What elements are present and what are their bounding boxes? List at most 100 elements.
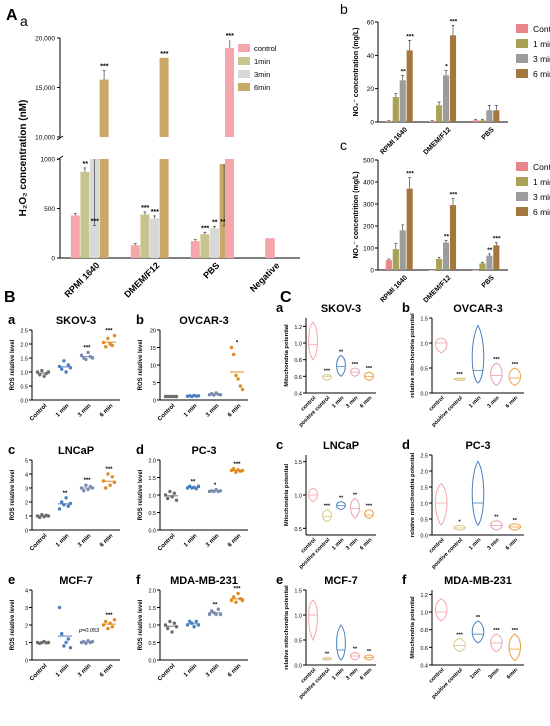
C_c-sig-1: *** [324, 504, 331, 510]
A_a-sig-0-2: *** [91, 219, 99, 226]
B_b-chart: b OVCAR-3 0 5 10 15 20 ROS relative level Contro… [136, 312, 248, 422]
A_c-legend-swatch-1 [516, 177, 528, 186]
B_b-ytick-label-2: 10 [150, 364, 156, 370]
B_c-xtick-label-3: 6 min [99, 533, 115, 549]
B_d-ytick-label-1: 0.5 [148, 511, 156, 517]
A_a-bar-ctrl-low [225, 159, 234, 258]
A_b-ytick-label-1: 20 [367, 86, 375, 93]
B_e-point-1-2 [62, 644, 66, 648]
B_e-sig-3: *** [105, 613, 113, 619]
B_f-sig-3: *** [233, 587, 241, 593]
A_b-ytick-label-2: 40 [367, 53, 375, 60]
B_a-xtick-label-0: Control [29, 403, 49, 423]
C_f-sig-2: ** [476, 615, 481, 621]
A_a-legend-swatch-2 [238, 70, 250, 78]
A_b-bar-0-0 [385, 121, 392, 122]
C_b-xtick-label-2: 1 min [468, 395, 483, 410]
A_c-sig-1-3: *** [450, 192, 458, 199]
B_b-xtick-label-1: 1 min [183, 403, 199, 419]
A_b-legend-swatch-0 [516, 24, 528, 33]
C_f-ytick-label-2: 0.8 [420, 628, 428, 634]
C_b-panel-letter: b [402, 300, 410, 315]
B_a-title: SKOV-3 [56, 315, 96, 327]
B_e-xtick-label-0: Control [29, 663, 49, 683]
A_a-sig-1-2: *** [151, 209, 159, 216]
A_a-bar-0-0 [70, 215, 80, 258]
A_a-sig-2-2: ** [212, 219, 218, 226]
A_a-legend-swatch-1 [238, 57, 250, 65]
A_c-bar-0-1 [392, 249, 399, 270]
C_c-title: LNCaP [323, 440, 359, 452]
C_a-xtick-label-2: 1 min [331, 395, 346, 410]
A_a-xtick-label-3: Negative [248, 260, 282, 294]
C_a-ytick-label-1: 0.6 [294, 375, 302, 381]
B_a-point-1-2 [62, 359, 66, 363]
B_e-xtick-label-2: 3 min [77, 663, 93, 679]
C_f-ytick-label-0: 0.4 [420, 664, 428, 670]
B_e-xtick-label-1: 1 min [55, 663, 71, 679]
B_f-xtick-label-0: Control [157, 663, 177, 683]
C_e-violin-0 [308, 599, 318, 642]
B_c-ytick-label-4: 4 [25, 473, 28, 479]
C_f-ytick-label-4: 1.2 [420, 593, 428, 599]
B_f-ytick-label-3: 1.5 [148, 606, 156, 612]
B_f-ytick-label-2: 1.0 [148, 624, 156, 630]
C_f-panel-letter: f [402, 572, 407, 587]
C_a-violin-4 [364, 371, 374, 382]
B_e-ytick-label-3: 3 [25, 606, 28, 612]
A_b-xtick-label-1: DMEM/F12 [422, 126, 452, 156]
C_f-ytick-label-3: 1.0 [420, 611, 428, 617]
C_c-ylabel: Mitochondria potential [284, 464, 290, 527]
B_b-point-3-0 [229, 345, 234, 350]
A_c-legend-swatch-2 [516, 192, 528, 201]
C_e-xtick-label-4: 6 min [359, 667, 374, 682]
C_d-xtick-label-0: control [428, 537, 446, 555]
C_c-violin-2 [336, 501, 346, 511]
B_a-point-1-1 [60, 367, 64, 371]
A_a-legend-label-2: 3min [254, 70, 270, 79]
A_c-legend-label-0: Control [533, 162, 550, 172]
A_b-chart: 0 20 40 60 NO₂⁻ concentration (mg/L) RPMI 164… [353, 18, 550, 156]
C_f-xtick-label-2: 1min [469, 667, 483, 681]
C_d-violin-0 [434, 483, 448, 527]
C_f-violin-1 [453, 638, 466, 653]
C_d-ytick-label-5: 2.5 [420, 454, 428, 460]
C_c-violin-1 [322, 509, 332, 523]
A_c-legend-label-1: 1 min [533, 177, 550, 187]
A_b-legend-swatch-3 [516, 69, 528, 78]
B_f-point-2-3 [214, 612, 218, 617]
A_b-sig-1-2: * [445, 63, 448, 70]
A_c-legend-swatch-0 [516, 162, 528, 171]
A_a-ytick-high-label-1: 15,000 [35, 85, 55, 92]
A_a-bar-2-1 [200, 234, 210, 258]
A_a-ytick-high-label-0: 10,000 [35, 135, 55, 142]
C_b-title: OVCAR-3 [453, 303, 503, 315]
A_c-xtick-label-1: DMEM/F12 [422, 274, 452, 304]
B_a-point-1-3 [64, 370, 68, 374]
C_f-sig-3: *** [493, 628, 500, 634]
B_b-point-3-1 [232, 352, 236, 357]
C_e-ylabel: relative mitochondria potential [284, 585, 290, 670]
B_c-chart: c LNCaP 0 1 2 3 4 5 ROS relative level Control 1 m… [8, 442, 120, 552]
B_e-point-1-0 [57, 605, 62, 610]
B_a-ytick-label-5: 2.5 [20, 329, 28, 335]
B_b-ytick-label-0: 0 [153, 399, 156, 405]
B_a-point-2-0 [79, 353, 84, 357]
B_d-ytick-label-0: 0.0 [148, 529, 156, 535]
A_c-sig-1-2: ** [444, 233, 450, 240]
B_f-sig-2: ** [213, 602, 218, 608]
A_a-bar-negative [265, 238, 275, 258]
B_e-panel-letter: e [8, 572, 15, 587]
A_a-bar-1-2 [150, 218, 159, 258]
C_d-sig-3: ** [494, 515, 499, 521]
B_d-point-0-4 [172, 491, 176, 495]
figure-label-C: C [280, 289, 292, 306]
C_a-xtick-label-3: 3 min [345, 395, 360, 410]
A_a-legend-label-0: control [254, 44, 277, 53]
C_a-xtick-label-4: 6 min [359, 395, 374, 410]
C_c-ytick-label-1: 1.0 [294, 494, 302, 500]
C_b-violin-1 [453, 377, 466, 382]
C_c-sig-4: *** [366, 504, 373, 510]
A_a-legend-label-3: 6min [254, 83, 270, 92]
